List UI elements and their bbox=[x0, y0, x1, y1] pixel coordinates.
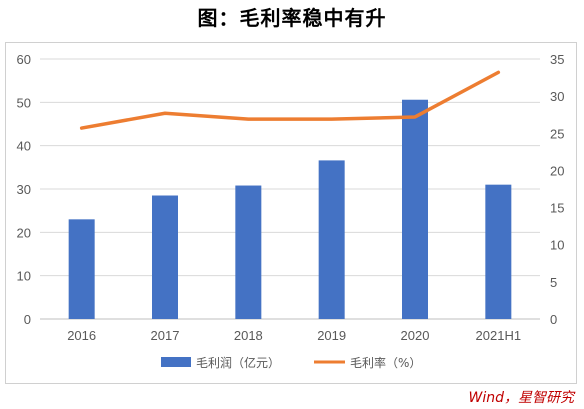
y-right-tick-label: 20 bbox=[550, 163, 564, 178]
bar bbox=[235, 185, 262, 319]
bar bbox=[485, 184, 512, 319]
y-left-tick-label: 40 bbox=[17, 139, 31, 154]
bar bbox=[68, 219, 95, 319]
x-tick-label: 2021H1 bbox=[476, 328, 522, 343]
y-right-tick-label: 30 bbox=[550, 89, 564, 104]
bar bbox=[318, 160, 345, 319]
bar bbox=[152, 195, 178, 319]
legend: 毛利润（亿元） 毛利率（%） bbox=[161, 355, 421, 370]
y-left-tick-label: 50 bbox=[17, 95, 31, 110]
legend-label-line: 毛利率（%） bbox=[350, 355, 421, 370]
x-tick-label: 2019 bbox=[317, 328, 346, 343]
x-tick-label: 2017 bbox=[151, 328, 180, 343]
bar-series bbox=[68, 99, 512, 319]
y-right-tick-label: 10 bbox=[550, 238, 564, 253]
y-right-tick-label: 5 bbox=[550, 275, 557, 290]
y-right-tick-label: 0 bbox=[550, 312, 557, 327]
y-right-tick-label: 35 bbox=[550, 52, 564, 67]
line-series bbox=[79, 70, 501, 130]
y-right-tick-label: 25 bbox=[550, 126, 564, 141]
line-path bbox=[79, 70, 501, 130]
y-left-tick-label: 60 bbox=[17, 52, 31, 67]
y-axis-left: 0 10 20 30 40 50 60 bbox=[17, 52, 31, 327]
y-left-tick-label: 30 bbox=[17, 182, 31, 197]
source-note: Wind，星智研究 bbox=[468, 390, 575, 406]
legend-label-bar: 毛利润（亿元） bbox=[196, 355, 280, 370]
y-left-tick-label: 20 bbox=[17, 225, 31, 240]
bar bbox=[402, 99, 428, 319]
y-right-tick-label: 15 bbox=[550, 201, 564, 216]
x-tick-label: 2016 bbox=[67, 328, 96, 343]
chart-title: 图：毛利率稳中有升 bbox=[197, 6, 387, 30]
x-tick-label: 2020 bbox=[401, 328, 430, 343]
x-axis: 2016 2017 2018 2019 2020 2021H1 bbox=[67, 328, 521, 343]
gridlines bbox=[40, 58, 540, 320]
legend-swatch-bar bbox=[161, 357, 191, 367]
y-axis-right: 0 5 10 15 20 25 30 35 bbox=[550, 52, 564, 327]
y-left-tick-label: 10 bbox=[17, 269, 31, 284]
chart-frame bbox=[5, 42, 577, 384]
y-left-tick-label: 0 bbox=[24, 312, 31, 327]
x-tick-label: 2018 bbox=[234, 328, 263, 343]
